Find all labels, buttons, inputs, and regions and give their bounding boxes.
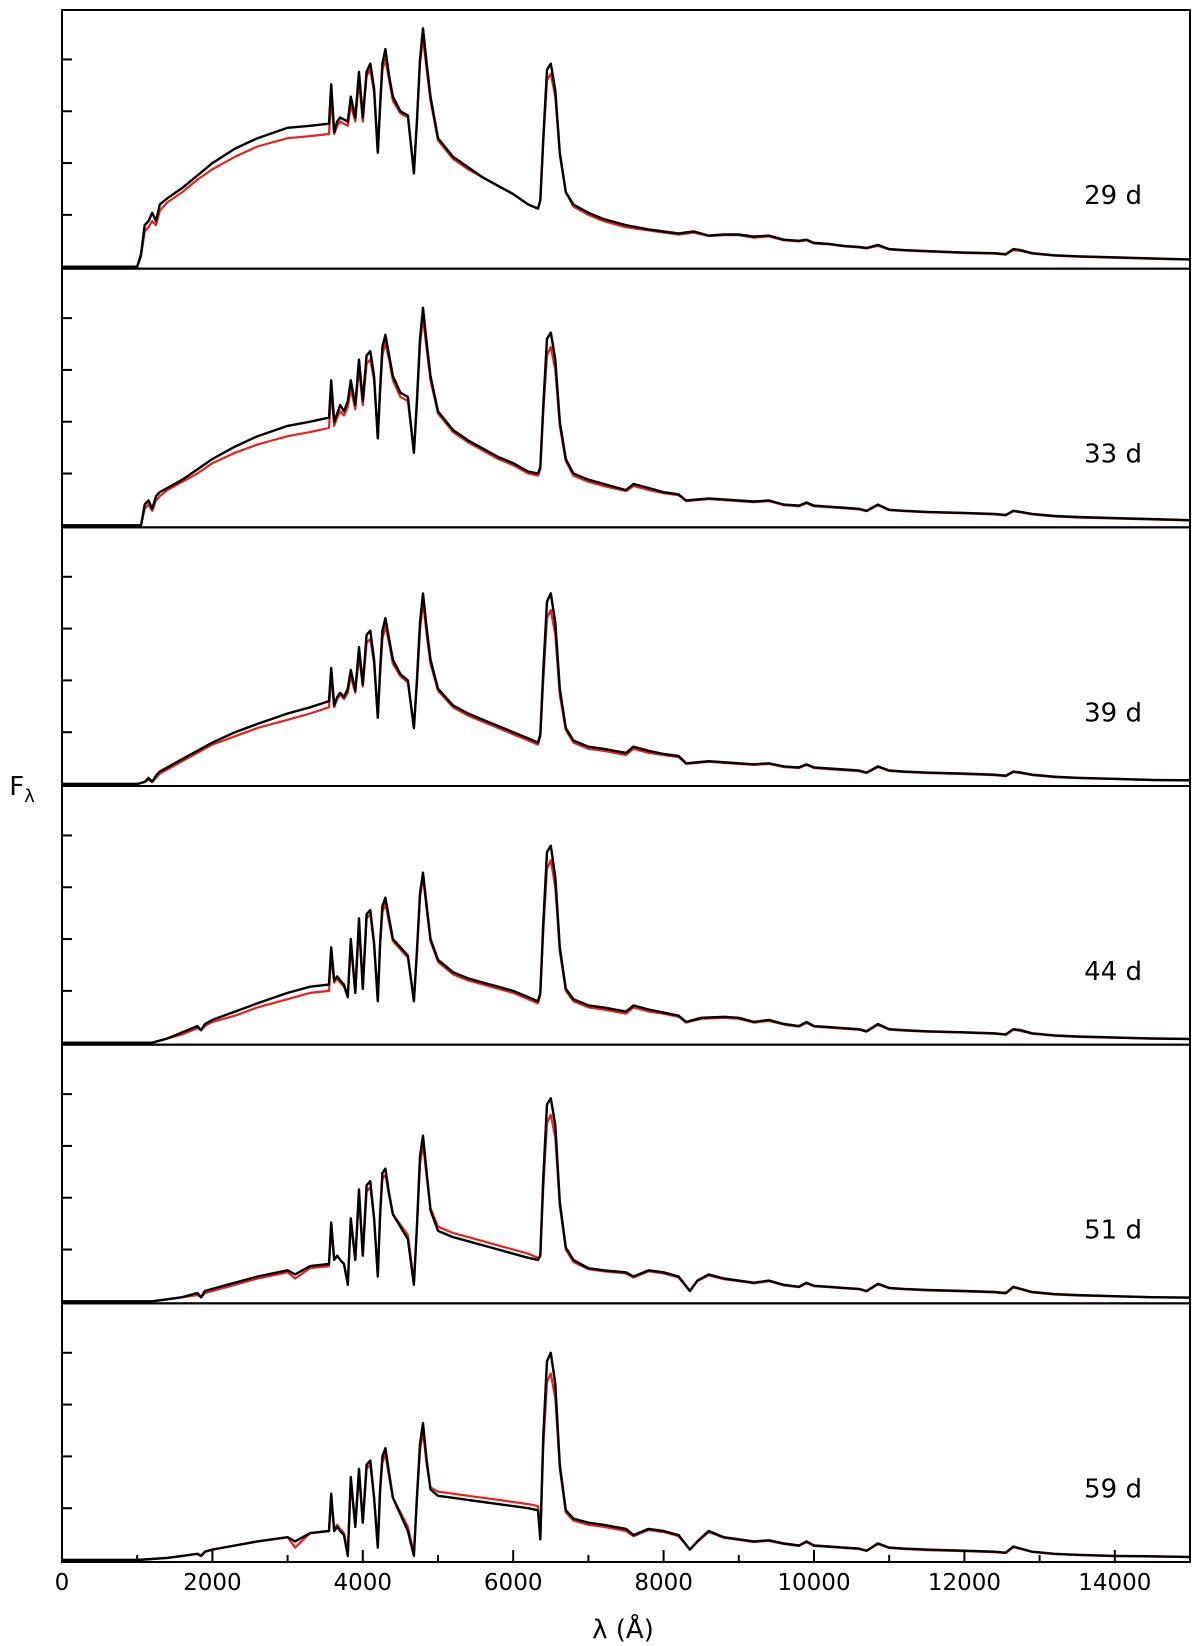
panel-label: 33 d bbox=[1084, 440, 1142, 470]
x-tick-label: 14000 bbox=[1078, 1570, 1151, 1596]
observed-spectrum-line bbox=[62, 1097, 1191, 1303]
panel-frame bbox=[61, 526, 1191, 787]
panel-frame bbox=[61, 9, 1191, 270]
panel-frame bbox=[61, 267, 1191, 529]
panel-frame bbox=[61, 1043, 1191, 1305]
observed-spectrum-line bbox=[62, 1351, 1191, 1562]
panels-group: 29 d 33 d 39 d 44 d 51 d 59 d bbox=[61, 9, 1191, 1564]
x-tick-label: 8000 bbox=[634, 1570, 693, 1596]
panel-label: 39 d bbox=[1084, 698, 1142, 728]
x-tick-label: 6000 bbox=[484, 1570, 543, 1596]
panel-2: 33 d bbox=[61, 267, 1191, 529]
x-tick-label: 0 bbox=[55, 1570, 70, 1596]
x-tick-label: 2000 bbox=[183, 1570, 242, 1596]
panel-label: 29 d bbox=[1084, 181, 1142, 211]
y-axis-title: Fλ bbox=[9, 772, 35, 807]
x-tick-label: 4000 bbox=[334, 1570, 393, 1596]
panel-frame bbox=[61, 785, 1191, 1046]
observed-spectrum-line bbox=[62, 844, 1191, 1044]
panel-frame bbox=[61, 1302, 1191, 1564]
model-spectrum-line bbox=[62, 37, 1191, 268]
panel-3: 39 d bbox=[61, 526, 1191, 787]
panel-5: 51 d bbox=[61, 1043, 1191, 1305]
panel-1: 29 d bbox=[61, 9, 1191, 270]
x-tick-label: 10000 bbox=[777, 1570, 850, 1596]
panel-6: 59 d bbox=[61, 1302, 1191, 1564]
x-tick-label: 12000 bbox=[928, 1570, 1001, 1596]
observed-spectrum-line bbox=[62, 306, 1191, 527]
panel-label: 51 d bbox=[1084, 1216, 1142, 1246]
observed-spectrum-line bbox=[62, 27, 1191, 268]
x-axis: 0 2000 4000 6000 8000 10000 12000 14000 bbox=[55, 1550, 1151, 1596]
observed-spectrum-line bbox=[62, 592, 1191, 786]
model-spectrum-line bbox=[62, 859, 1191, 1044]
model-spectrum-line bbox=[62, 1372, 1191, 1562]
model-spectrum-line bbox=[62, 600, 1191, 786]
panel-label: 59 d bbox=[1084, 1474, 1142, 1504]
panel-4: 44 d bbox=[61, 785, 1191, 1046]
y-axis-title-subscript: λ bbox=[24, 786, 35, 807]
model-spectrum-line bbox=[62, 317, 1191, 527]
x-axis-title: λ (Å) bbox=[592, 1613, 654, 1645]
panel-label: 44 d bbox=[1084, 957, 1142, 987]
